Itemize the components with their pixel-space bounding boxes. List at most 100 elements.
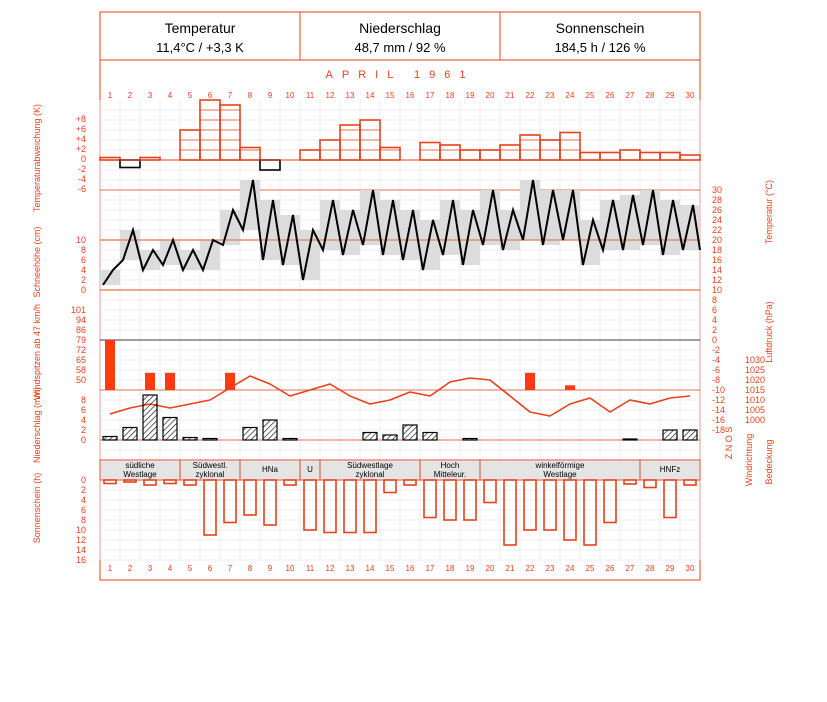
- weather-type-band: [100, 460, 700, 480]
- day-label-top: 24: [566, 91, 575, 100]
- temp-anomaly-bar: [439, 144, 461, 161]
- temp-anomaly-bar: [619, 149, 641, 161]
- header-value-2: 184,5 h / 126 %: [554, 40, 646, 55]
- pressure-tick: 1010: [745, 395, 765, 405]
- precipitation-bar: [662, 429, 678, 441]
- temp-anomaly-rect: [119, 159, 141, 169]
- wind-gust-bar: [145, 372, 155, 390]
- temperature-tick: 24: [712, 215, 722, 225]
- snow-tick: 8: [81, 245, 86, 255]
- wind-gust-axis-title: Windspitzen ab 47 km/h: [32, 304, 42, 400]
- temp-anomaly-bar: [239, 146, 261, 161]
- wind-gust-tick: 72: [76, 345, 86, 355]
- sunshine-tick: 6: [81, 505, 86, 515]
- day-label-bottom: 5: [188, 564, 193, 573]
- temperature-tick: 30: [712, 185, 722, 195]
- temperature-tick: 28: [712, 195, 722, 205]
- precipitation-bar: [182, 436, 198, 441]
- day-label-top: 11: [306, 91, 315, 100]
- day-label-top: 19: [466, 91, 475, 100]
- temp-anomaly-rect: [499, 144, 521, 161]
- temperature-tick: 6: [712, 305, 717, 315]
- day-label-top: 9: [268, 91, 273, 100]
- pressure-tick: 1005: [745, 405, 765, 415]
- temperature-tick: -10: [712, 385, 725, 395]
- temperature-tick: -6: [712, 365, 720, 375]
- temp-anomaly-rect: [419, 141, 441, 161]
- wind-gust-tick: 79: [76, 335, 86, 345]
- sunshine-bar: [643, 479, 657, 489]
- wind-gust-tick: 101: [71, 305, 86, 315]
- temperature-tick: 4: [712, 315, 717, 325]
- precipitation-bar: [262, 419, 278, 441]
- temperature-tick: -2: [712, 345, 720, 355]
- cloud-axis-title: Bedeckung: [764, 439, 774, 484]
- weather-type-label: HNa: [262, 465, 279, 474]
- day-label-top: 23: [546, 91, 555, 100]
- precipitation-tick: 6: [81, 405, 86, 415]
- header-title-0: Temperatur: [165, 20, 236, 36]
- wind-gust-tick: 65: [76, 355, 86, 365]
- temperature-tick: 8: [712, 295, 717, 305]
- day-label-bottom: 19: [466, 564, 475, 573]
- temp-anomaly-bar: [519, 134, 541, 161]
- temp-band: [620, 195, 640, 250]
- sunshine-bar: [143, 479, 157, 486]
- temp-anomaly-bar: [419, 141, 441, 161]
- day-label-bottom: 25: [586, 564, 595, 573]
- temp-anomaly-bar: [319, 139, 341, 161]
- day-label-top: 13: [346, 91, 355, 100]
- temp-anomaly-rect: [579, 151, 601, 161]
- day-label-bottom: 29: [666, 564, 675, 573]
- temp-anomaly-rect: [519, 134, 541, 161]
- header-value-0: 11,4°C / +3,3 K: [156, 40, 244, 55]
- header-title-1: Niederschlag: [359, 20, 441, 36]
- temperature-tick: -16: [712, 415, 725, 425]
- temperature-tick: 10: [712, 285, 722, 295]
- day-label-bottom: 24: [566, 564, 575, 573]
- temp-band: [340, 210, 360, 255]
- temperature-tick: -12: [712, 395, 725, 405]
- temp-anomaly-bar: [459, 149, 481, 161]
- temp-anomaly-rect: [179, 129, 201, 161]
- temp-anomaly-tick: +6: [76, 124, 86, 134]
- snow-axis-title: Schneehöhe (cm): [32, 226, 42, 297]
- wind-gust-bar: [165, 372, 175, 390]
- precipitation-bar: [102, 435, 118, 441]
- precipitation-bar: [122, 426, 138, 441]
- day-label-top: 20: [486, 91, 495, 100]
- sunshine-bar: [183, 479, 197, 486]
- temp-band: [200, 240, 220, 270]
- wind-gust-bar: [225, 372, 235, 390]
- wind-gust-tick: 86: [76, 325, 86, 335]
- temp-anomaly-tick: 0: [81, 154, 86, 164]
- snow-tick: 10: [76, 235, 86, 245]
- pressure-tick: 1020: [745, 375, 765, 385]
- day-label-bottom: 15: [386, 564, 395, 573]
- temp-anomaly-rect: [439, 144, 461, 161]
- temp-anomaly-tick: -2: [78, 164, 86, 174]
- sunshine-tick: 10: [76, 525, 86, 535]
- temp-anomaly-tick: +4: [76, 134, 86, 144]
- temp-anomaly-rect: [219, 104, 241, 161]
- day-label-top: 5: [188, 91, 193, 100]
- day-label-bottom: 27: [626, 564, 635, 573]
- day-label-bottom: 30: [686, 564, 695, 573]
- temp-anomaly-rect: [259, 159, 281, 171]
- month-label: APRIL 1961: [326, 69, 475, 81]
- pressure-tick: 1015: [745, 385, 765, 395]
- snow-tick: 2: [81, 275, 86, 285]
- temp-anomaly-bar: [559, 131, 581, 161]
- temp-anomaly-rect: [679, 154, 701, 161]
- sunshine-tick: 12: [76, 535, 86, 545]
- day-label-bottom: 7: [228, 564, 233, 573]
- wind-gust-bar: [565, 385, 575, 390]
- day-label-top: 25: [586, 91, 595, 100]
- pressure-tick: 1030: [745, 355, 765, 365]
- sunshine-bar: [443, 479, 457, 521]
- day-label-top: 26: [606, 91, 615, 100]
- pressure-curve: [109, 375, 691, 417]
- precipitation-tick: 8: [81, 395, 86, 405]
- temp-anomaly-bar: [499, 144, 521, 161]
- wind-dir-ticks: Z N O S: [724, 427, 734, 460]
